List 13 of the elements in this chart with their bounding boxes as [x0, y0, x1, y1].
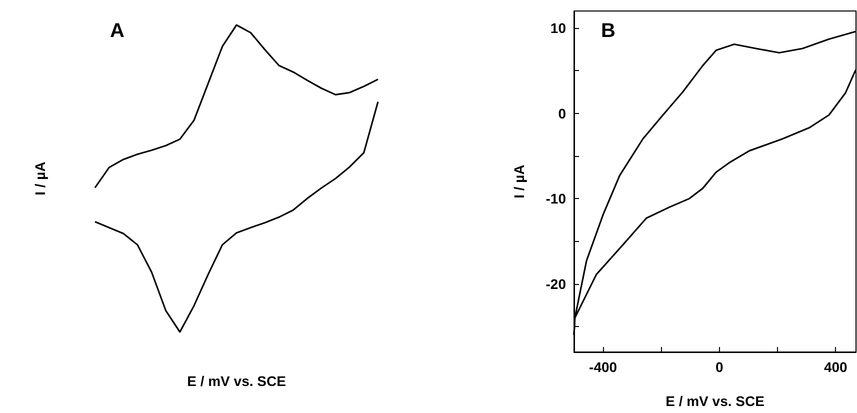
x-axis-title: E / mV vs. SCE — [187, 373, 286, 389]
y-axis-title: I / µA — [511, 164, 527, 198]
x-axis-title: E / mV vs. SCE — [666, 393, 764, 409]
y-tick-label: 10 — [550, 20, 566, 36]
x-tick-label: 0 — [715, 359, 724, 375]
y-tick-label: -20 — [546, 276, 566, 292]
chart-title: B — [601, 20, 616, 42]
x-tick-label: 400 — [824, 359, 848, 375]
y-axis-title: I / µA — [32, 162, 48, 196]
y-tick-label: -10 — [546, 190, 566, 207]
x-tick-label: -400 — [589, 359, 618, 375]
chart-title: A — [110, 20, 124, 42]
y-tick-label: 0 — [558, 105, 566, 122]
